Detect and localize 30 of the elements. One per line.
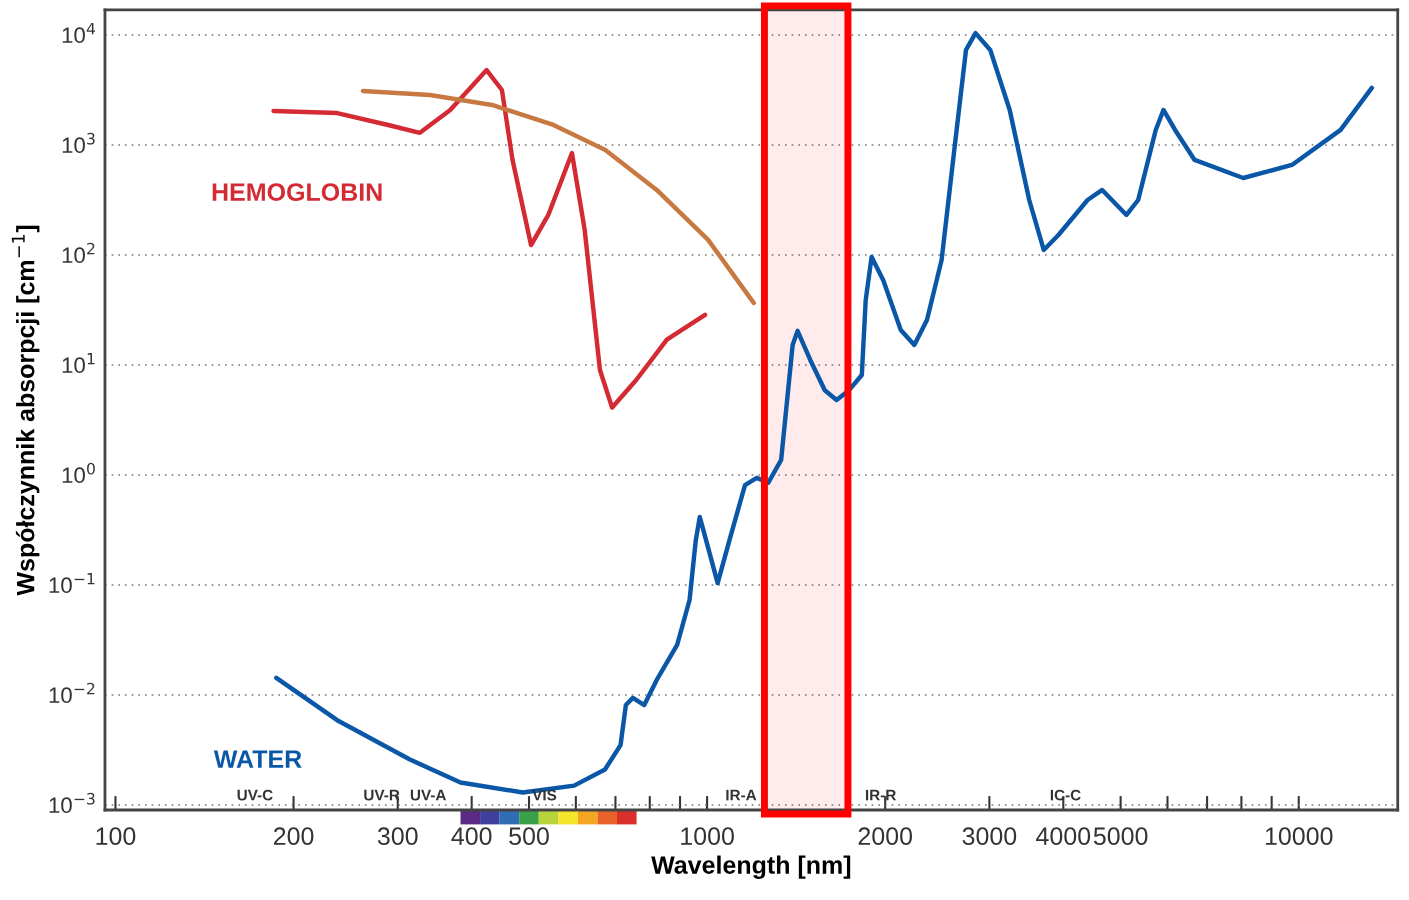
y-tick-label: 10$^{−1}$ (49, 573, 95, 594)
series-label: WATER (213, 750, 302, 768)
y-tick-label: 10$^{3}$ (62, 132, 95, 154)
x-tick-label: 100 (96, 827, 136, 846)
x-tick-label: 400 (451, 827, 492, 846)
x-tick-label: 10000 (1265, 827, 1333, 846)
x-tick-label: 200 (273, 827, 314, 846)
annotation: UV-A (410, 789, 447, 801)
y-tick-label: 10$^{2}$ (62, 242, 95, 264)
x-tick-label: 1000 (681, 827, 734, 846)
y-tick-label: 10$^{−3}$ (49, 792, 95, 814)
annotation: IR-A (726, 789, 757, 801)
x-tick-label: 4000 (1036, 827, 1091, 846)
annotation: VIS (532, 789, 557, 801)
y-tick-label: 10$^{4}$ (62, 23, 96, 44)
y-axis-title: Współczynnik absorpcji [cm$^{−1}$] (11, 225, 40, 596)
annotation: IC-C (1050, 789, 1081, 801)
annotation: UV-R (364, 789, 400, 801)
y-tick-label: 10$^{0}$ (62, 462, 95, 484)
text: HEMOGLOBIN (212, 183, 382, 201)
x-tick-label: 5000 (1093, 827, 1148, 846)
annotation: UV-C (237, 789, 273, 801)
x-tick-label: 2000 (858, 827, 913, 846)
x-tick-label: 500 (509, 827, 549, 846)
x-tick-label: 3000 (962, 827, 1017, 846)
annotation: IR-R (865, 789, 897, 801)
y-tick-label: 10$^{1}$ (62, 353, 95, 374)
x-tick-label: 300 (377, 827, 418, 846)
y-tick-label: 10$^{−2}$ (49, 682, 95, 704)
x-axis-title: Wavelength [nm] (651, 855, 851, 879)
